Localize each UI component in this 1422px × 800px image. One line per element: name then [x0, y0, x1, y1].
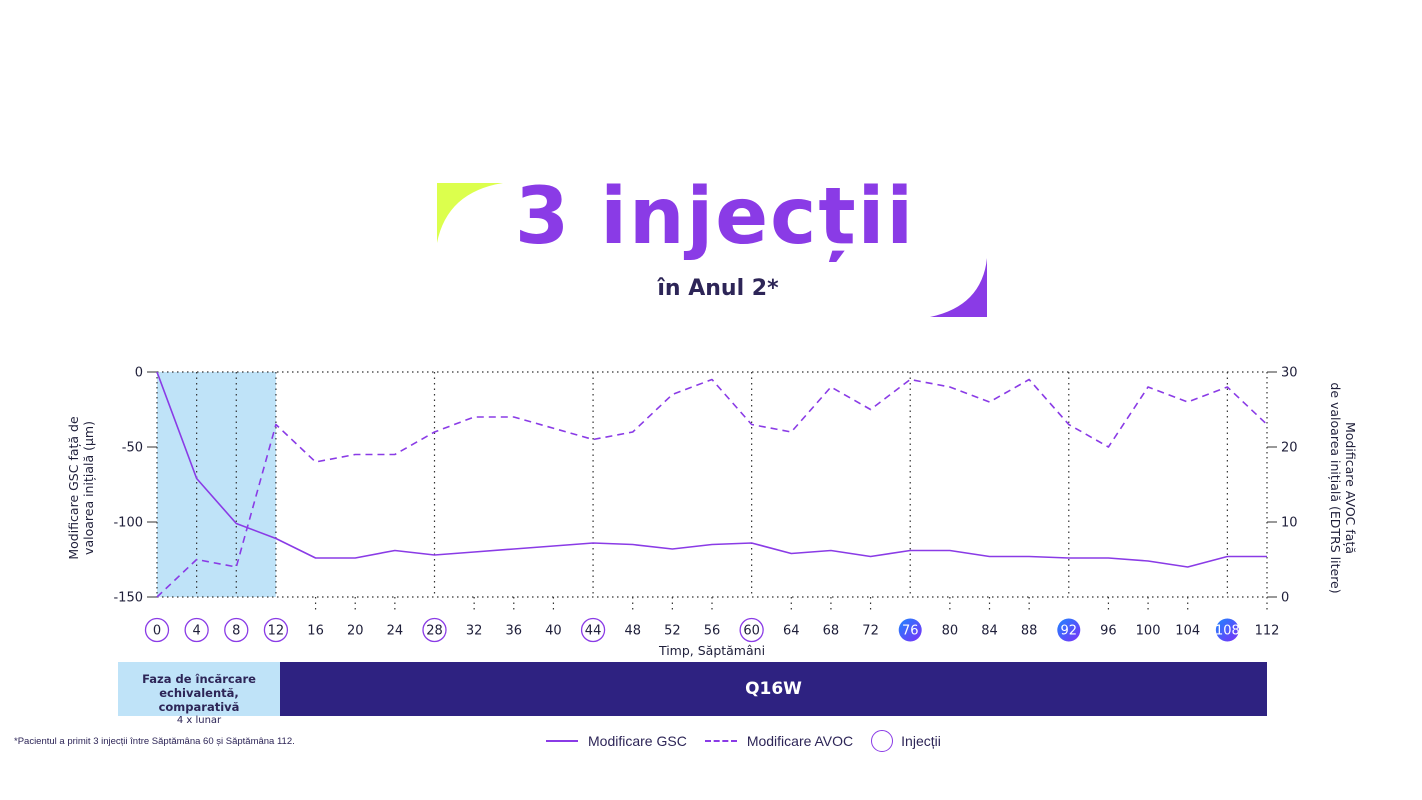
lime-corner-shape	[437, 183, 503, 243]
x-tick-label: 16	[307, 624, 324, 639]
x-tick-label: 24	[387, 624, 404, 639]
x-tick-label: 72	[862, 624, 879, 639]
legend-solid-line-icon	[546, 740, 578, 742]
y-right-axis-title: Modificare AVOC fațăde valoarea inițială…	[1328, 382, 1358, 593]
purple-corner-shape	[930, 258, 987, 317]
x-tick-label: 108	[1215, 624, 1240, 639]
injection-marker-year2	[1215, 618, 1239, 642]
legend-item-injections: Injecții	[871, 730, 941, 752]
loading-phase-box: Faza de încărcare echivalentă, comparati…	[118, 662, 280, 726]
injection-marker	[739, 617, 764, 643]
loading-phase-label: Faza de încărcare echivalentă, comparati…	[142, 672, 256, 714]
x-tick-label: 0	[153, 624, 161, 639]
x-tick-label: 60	[743, 624, 760, 639]
injection-marker	[224, 617, 249, 643]
regimen-bar: Q16W	[280, 662, 1267, 716]
x-tick-label: 68	[823, 624, 840, 639]
x-tick-label: 20	[347, 624, 364, 639]
x-tick-label: 48	[624, 624, 641, 639]
x-tick-label: 80	[942, 624, 959, 639]
footnote: *Pacientul a primit 3 injecții între Săp…	[14, 736, 295, 747]
injection-marker	[144, 617, 170, 643]
x-tick-label: 64	[783, 624, 800, 639]
injection-marker	[580, 617, 606, 643]
x-tick-label: 32	[466, 624, 483, 639]
injection-marker-year2	[898, 618, 922, 642]
x-tick-label: 88	[1021, 624, 1038, 639]
hero-subtitle: în Anul 2*	[657, 276, 779, 301]
x-axis-title: Timp, Săptămâni	[658, 643, 765, 658]
x-tick-label: 112	[1255, 624, 1280, 639]
y-right-tick-label: 0	[1281, 591, 1289, 606]
y-left-axis-title: Modificare GSC față devaloarea inițială …	[66, 416, 96, 560]
injection-marker	[422, 617, 447, 643]
injection-marker	[184, 617, 209, 643]
loading-phase-shade	[157, 372, 276, 597]
legend: Modificare GSC Modificare AVOC Injecții	[546, 728, 959, 754]
x-tick-label: 44	[585, 624, 602, 639]
x-tick-label: 96	[1100, 624, 1117, 639]
x-tick-label: 12	[268, 624, 285, 639]
y-right-tick-label: 10	[1281, 516, 1298, 531]
y-left-tick-label: -150	[113, 591, 143, 606]
x-tick-label: 92	[1061, 624, 1078, 639]
legend-item-gsc: Modificare GSC	[546, 733, 687, 749]
x-tick-label: 84	[981, 624, 998, 639]
injection-marker-year2	[1057, 618, 1081, 642]
loading-phase-sublabel: 4 x lunar	[176, 715, 222, 726]
x-tick-label: 76	[902, 624, 919, 639]
series-line-avoc	[156, 378, 1268, 598]
injection-marker	[263, 617, 289, 643]
y-left-tick-label: 0	[135, 366, 143, 381]
x-tick-label: 28	[426, 624, 443, 639]
x-tick-label: 8	[232, 624, 240, 639]
legend-label-avoc: Modificare AVOC	[746, 733, 854, 749]
legend-label-gsc: Modificare GSC	[588, 733, 687, 749]
regimen-label: Q16W	[745, 679, 802, 699]
x-tick-label: 56	[704, 624, 721, 639]
y-left-tick-label: -100	[113, 516, 143, 531]
y-left-tick-label: -50	[122, 441, 143, 456]
x-tick-label: 4	[193, 624, 201, 639]
hero-title: 3 injecții	[514, 172, 916, 262]
x-tick-label: 40	[545, 624, 562, 639]
legend-label-injections: Injecții	[901, 733, 941, 749]
legend-ring-icon	[871, 730, 894, 752]
x-tick-label: 100	[1136, 624, 1161, 639]
series-line-gsc	[156, 371, 1267, 568]
x-tick-label: 36	[506, 624, 523, 639]
legend-item-avoc: Modificare AVOC	[704, 733, 854, 749]
x-tick-label: 52	[664, 624, 681, 639]
y-right-tick-label: 30	[1281, 366, 1298, 381]
legend-dashed-line-icon	[704, 740, 737, 742]
y-right-tick-label: 20	[1281, 441, 1298, 456]
x-tick-label: 104	[1175, 624, 1200, 639]
